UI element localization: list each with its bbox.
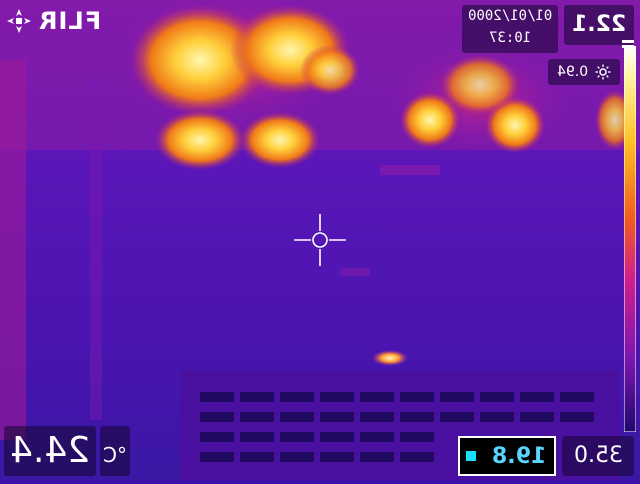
unit-label: °C bbox=[103, 443, 127, 467]
flir-logo: FLIR bbox=[6, 6, 101, 36]
spot-temperature-value: 22.1 bbox=[571, 12, 627, 37]
span-value: 19.8 bbox=[491, 443, 546, 469]
color-scale-bar bbox=[624, 46, 636, 432]
spot-temperature: 22.1 bbox=[564, 5, 634, 45]
scale-max-label: 35.0 bbox=[562, 436, 634, 476]
sun-icon bbox=[595, 64, 611, 80]
crosshair-icon bbox=[294, 214, 346, 266]
span-indicator-icon bbox=[466, 451, 476, 461]
date-text: 01/01/2000 bbox=[467, 8, 553, 24]
emissivity-readout: 0.94 bbox=[548, 59, 620, 85]
measurement-value: 24.4 bbox=[9, 430, 91, 471]
scale-max-value: 35.0 bbox=[573, 443, 623, 468]
date-time-display: 01/01/2000 10:37 bbox=[462, 5, 558, 53]
time-text: 10:37 bbox=[488, 30, 532, 46]
brand-name: FLIR bbox=[38, 7, 102, 35]
temperature-unit: °C bbox=[100, 426, 130, 476]
emissivity-value: 0.94 bbox=[557, 64, 589, 80]
flir-logo-icon bbox=[7, 9, 31, 33]
measurement-reading: 24.4 bbox=[4, 426, 96, 476]
span-readout: 19.8 bbox=[458, 436, 556, 476]
